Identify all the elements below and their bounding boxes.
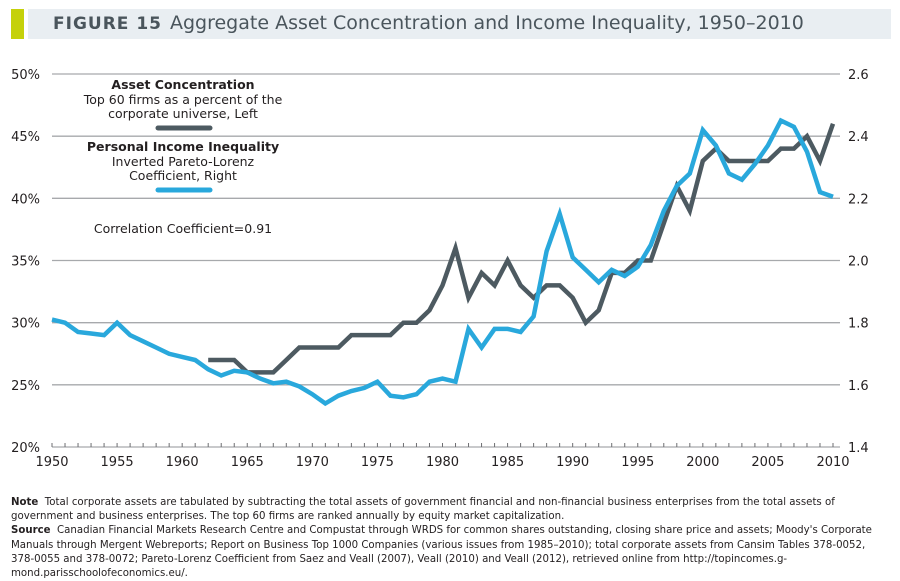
y-left-tick-label: 40% bbox=[11, 192, 40, 207]
series-lines bbox=[51, 117, 836, 407]
y-right-tick-label: 1.8 bbox=[848, 317, 869, 332]
x-tick-label: 1975 bbox=[361, 455, 394, 470]
note-text: Total corporate assets are tabulated by … bbox=[11, 497, 835, 523]
title-background bbox=[28, 9, 891, 39]
x-tick-label: 2000 bbox=[686, 455, 719, 470]
figure-title-text: Aggregate Asset Concentration and Income… bbox=[169, 12, 804, 34]
y-left-tick-label: 35% bbox=[11, 255, 40, 270]
y-right-tick-label: 2.4 bbox=[848, 130, 869, 145]
asset-concentration-line bbox=[208, 122, 836, 375]
source-label: Source bbox=[11, 525, 51, 537]
y-right-tick-label: 2.0 bbox=[848, 255, 869, 270]
legend-income-line-2: Coefficient, Right bbox=[129, 168, 237, 183]
y-left-tick-label: 20% bbox=[11, 441, 40, 456]
source-paragraph: Source Canadian Financial Markets Resear… bbox=[11, 524, 891, 581]
x-tick-label: 1950 bbox=[35, 455, 68, 470]
figure-notes: Note Total corporate assets are tabulate… bbox=[11, 496, 891, 581]
note-label: Note bbox=[11, 497, 39, 508]
x-axis: 1950 1955 1960 1965 1970 1975 1980 1985 1990 1995… bbox=[35, 443, 850, 470]
legend-asset-line-2: corporate universe, Left bbox=[108, 106, 258, 121]
y-left-tick-label: 50% bbox=[11, 68, 40, 83]
figure-title-bar: FIGURE 15 Aggregate Asset Concentration a… bbox=[11, 9, 891, 39]
y-right-tick-label: 2.6 bbox=[848, 68, 869, 83]
figure-title: FIGURE 15 Aggregate Asset Concentration a… bbox=[53, 12, 804, 34]
y-right-tick-label: 1.6 bbox=[848, 379, 869, 394]
x-tick-label: 2005 bbox=[751, 455, 784, 470]
legend-asset-line-1: Top 60 firms as a percent of the bbox=[83, 92, 283, 107]
y-right-tick-label: 2.2 bbox=[848, 192, 869, 207]
legend-income-title: Personal Income Inequality bbox=[87, 139, 279, 154]
x-tick-label: 1995 bbox=[621, 455, 654, 470]
legend-income-line-1: Inverted Pareto-Lorenz bbox=[112, 154, 255, 169]
note-paragraph: Note Total corporate assets are tabulate… bbox=[11, 496, 891, 524]
dual-axis-line-chart: 1950 1955 1960 1965 1970 1975 1980 1985 1990 1995… bbox=[11, 68, 869, 470]
y-left-tick-label: 25% bbox=[11, 379, 40, 394]
source-text: Canadian Financial Markets Research Cent… bbox=[11, 525, 872, 580]
y-right-tick-label: 1.4 bbox=[848, 441, 869, 456]
legend-asset-title: Asset Concentration bbox=[111, 77, 254, 92]
x-tick-label: 1955 bbox=[101, 455, 134, 470]
y-axis-right: 1.4 1.6 1.8 2.0 2.2 2.4 2.6 bbox=[848, 68, 869, 456]
title-accent-block bbox=[11, 9, 24, 39]
figure-label: FIGURE 15 bbox=[53, 14, 162, 34]
x-tick-label: 1970 bbox=[296, 455, 329, 470]
x-tick-label: 1985 bbox=[491, 455, 524, 470]
y-left-tick-label: 45% bbox=[11, 130, 40, 145]
x-tick-label: 1960 bbox=[166, 455, 199, 470]
x-tick-label: 1965 bbox=[231, 455, 264, 470]
y-left-tick-label: 30% bbox=[11, 317, 40, 332]
correlation-annotation: Correlation Coefficient=0.91 bbox=[94, 221, 272, 236]
x-tick-label: 1990 bbox=[556, 455, 589, 470]
legend: Asset Concentration Top 60 firms as a pe… bbox=[83, 77, 283, 236]
y-axis-left: 20% 25% 30% 35% 40% 45% 50% bbox=[11, 68, 40, 456]
x-tick-label: 1980 bbox=[426, 455, 459, 470]
x-tick-label: 2010 bbox=[816, 455, 849, 470]
income-inequality-line bbox=[51, 117, 834, 407]
